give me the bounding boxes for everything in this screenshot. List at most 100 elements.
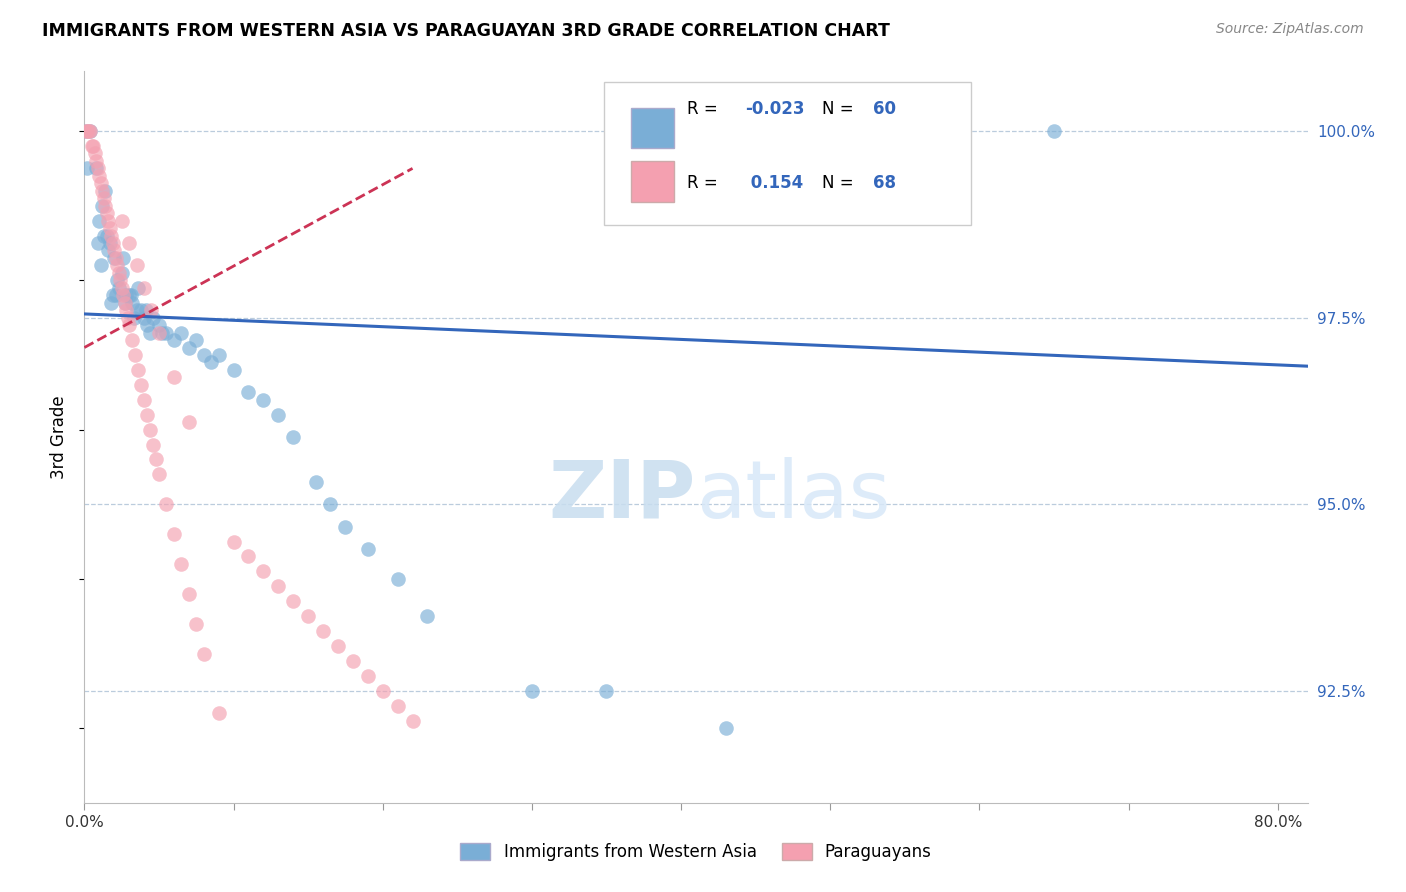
Text: ZIP: ZIP bbox=[548, 457, 696, 534]
Point bbox=[118, 318, 141, 332]
Point bbox=[283, 594, 305, 608]
Point bbox=[90, 177, 112, 191]
Point bbox=[118, 235, 141, 250]
Text: R =: R = bbox=[688, 101, 724, 119]
Text: 60: 60 bbox=[873, 101, 897, 119]
Point bbox=[100, 295, 122, 310]
Text: -0.023: -0.023 bbox=[745, 101, 804, 119]
Point bbox=[283, 430, 305, 444]
Point bbox=[222, 534, 245, 549]
Point bbox=[145, 452, 167, 467]
Point bbox=[335, 519, 357, 533]
Point bbox=[121, 295, 143, 310]
Point bbox=[112, 288, 135, 302]
Y-axis label: 3rd Grade: 3rd Grade bbox=[51, 395, 69, 479]
Point bbox=[107, 266, 129, 280]
Point bbox=[267, 579, 290, 593]
Point bbox=[75, 124, 97, 138]
Point bbox=[117, 310, 139, 325]
Point bbox=[115, 303, 138, 318]
Point bbox=[111, 281, 134, 295]
Point bbox=[96, 206, 118, 220]
Text: atlas: atlas bbox=[696, 457, 890, 534]
Point bbox=[193, 647, 215, 661]
Point bbox=[193, 348, 215, 362]
Point bbox=[112, 251, 135, 265]
Point bbox=[170, 326, 193, 340]
Point bbox=[148, 326, 170, 340]
Point bbox=[238, 385, 260, 400]
Text: N =: N = bbox=[823, 174, 859, 192]
Point bbox=[401, 714, 423, 728]
Text: R =: R = bbox=[688, 174, 724, 192]
Point bbox=[101, 235, 124, 250]
Point bbox=[115, 288, 138, 302]
Point bbox=[1043, 124, 1066, 138]
Legend: Immigrants from Western Asia, Paraguayans: Immigrants from Western Asia, Paraguayan… bbox=[454, 836, 938, 868]
Point bbox=[129, 377, 152, 392]
Point bbox=[79, 124, 101, 138]
Point bbox=[101, 288, 124, 302]
Point bbox=[125, 259, 148, 273]
Point bbox=[170, 557, 193, 571]
Point bbox=[87, 235, 110, 250]
Point bbox=[89, 213, 111, 227]
Point bbox=[222, 363, 245, 377]
Point bbox=[93, 191, 115, 205]
Point bbox=[148, 467, 170, 482]
Point bbox=[186, 616, 208, 631]
Point bbox=[150, 326, 173, 340]
Point bbox=[207, 706, 229, 721]
Point bbox=[177, 415, 200, 429]
Point bbox=[98, 221, 121, 235]
Point bbox=[387, 572, 409, 586]
Point bbox=[148, 318, 170, 332]
Point bbox=[163, 527, 186, 541]
Point bbox=[108, 273, 131, 287]
Point bbox=[91, 184, 114, 198]
Point bbox=[105, 259, 128, 273]
Point bbox=[135, 303, 157, 318]
Bar bbox=[631, 108, 673, 148]
Point bbox=[104, 251, 127, 265]
Point bbox=[111, 266, 134, 280]
Point bbox=[177, 587, 200, 601]
Point bbox=[97, 213, 120, 227]
Point bbox=[111, 213, 134, 227]
Point bbox=[142, 310, 165, 325]
Point bbox=[107, 281, 129, 295]
Point bbox=[326, 639, 349, 653]
Point bbox=[371, 683, 394, 698]
Point bbox=[87, 161, 110, 176]
Point bbox=[155, 326, 177, 340]
Point bbox=[252, 565, 274, 579]
Point bbox=[103, 244, 125, 258]
Point bbox=[132, 310, 155, 325]
Point bbox=[127, 281, 149, 295]
Text: IMMIGRANTS FROM WESTERN ASIA VS PARAGUAYAN 3RD GRADE CORRELATION CHART: IMMIGRANTS FROM WESTERN ASIA VS PARAGUAY… bbox=[42, 22, 890, 40]
Text: 0.154: 0.154 bbox=[745, 174, 803, 192]
Point bbox=[252, 392, 274, 407]
Point bbox=[124, 348, 146, 362]
Point bbox=[90, 259, 112, 273]
Point bbox=[114, 295, 136, 310]
Point bbox=[132, 392, 155, 407]
Point bbox=[163, 333, 186, 347]
Point bbox=[96, 228, 118, 243]
Point bbox=[84, 153, 107, 168]
Point bbox=[77, 124, 100, 138]
Point bbox=[125, 303, 148, 318]
Text: N =: N = bbox=[823, 101, 859, 119]
Point bbox=[200, 355, 222, 369]
Point bbox=[104, 288, 127, 302]
Point bbox=[267, 408, 290, 422]
Point bbox=[100, 228, 122, 243]
Point bbox=[357, 542, 380, 557]
Point bbox=[714, 721, 737, 735]
Point bbox=[177, 341, 200, 355]
Point bbox=[207, 348, 229, 362]
Point bbox=[91, 199, 114, 213]
Point bbox=[120, 288, 142, 302]
Point bbox=[595, 683, 617, 698]
Point bbox=[114, 295, 136, 310]
